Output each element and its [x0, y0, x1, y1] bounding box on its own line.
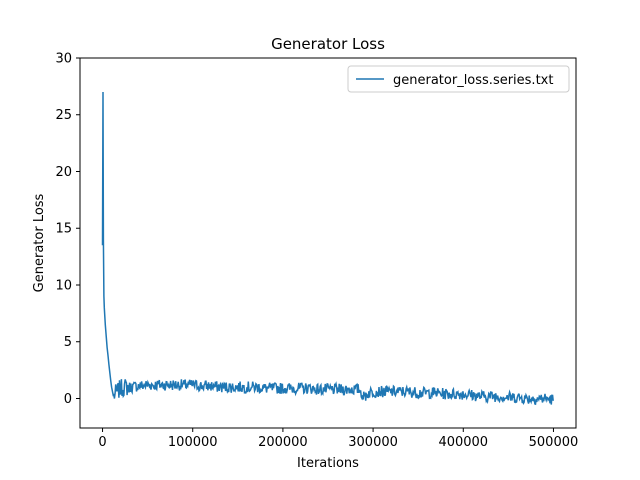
x-tick-label: 400000 [438, 435, 488, 450]
y-tick-label: 20 [55, 165, 72, 180]
x-tick-label: 200000 [258, 435, 308, 450]
plot-frame [79, 57, 577, 429]
y-tick-label: 15 [55, 222, 72, 237]
x-axis-ticks: 0 100000 200000 300000 400000 500000 [98, 428, 578, 450]
y-tick-label: 10 [55, 278, 72, 293]
y-tick-label: 30 [55, 52, 72, 67]
legend-box [347, 65, 570, 93]
y-tick-label: 25 [55, 108, 72, 123]
x-tick-label: 500000 [529, 435, 579, 450]
chart-title: Generator Loss [271, 35, 385, 53]
y-tick-label: 0 [64, 392, 72, 407]
plot-area [79, 57, 577, 429]
x-tick-label: 100000 [168, 435, 218, 450]
x-tick-label: 300000 [348, 435, 398, 450]
legend-entry-label: generator_loss.series.txt [393, 73, 553, 88]
y-tick-label: 5 [64, 335, 72, 350]
y-axis-label: Generator Loss [32, 193, 47, 292]
legend: generator_loss.series.txt [347, 65, 570, 93]
y-axis-ticks: 0 5 10 15 20 25 30 [55, 52, 80, 407]
x-tick-label: 0 [98, 435, 106, 450]
x-axis-label: Iterations [297, 456, 359, 471]
series-line-generator-loss [101, 91, 554, 406]
